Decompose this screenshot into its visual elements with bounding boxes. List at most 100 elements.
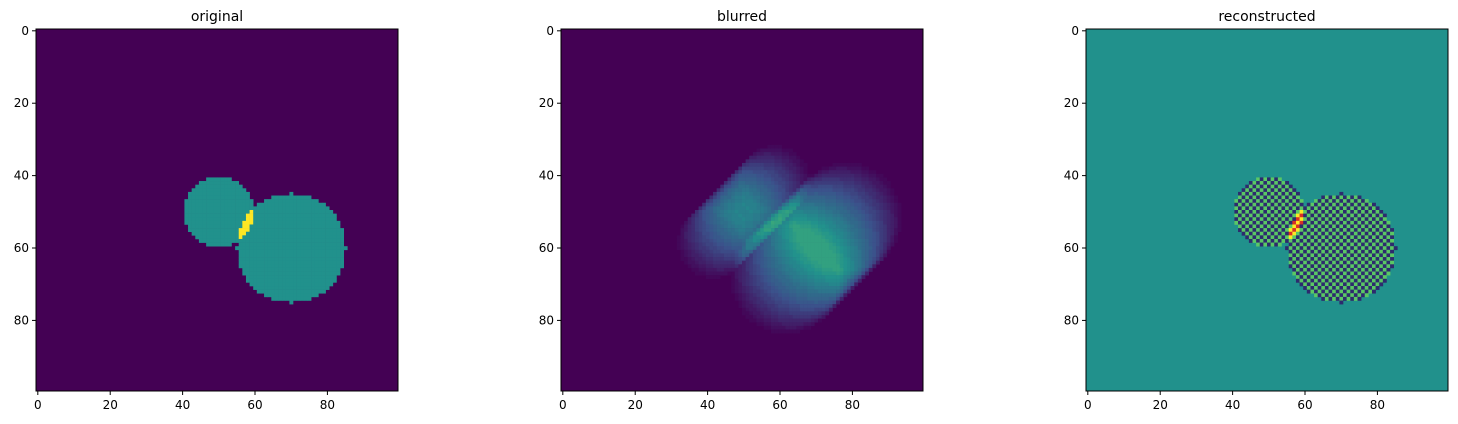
heatmap-cell — [828, 220, 833, 225]
heatmap-cell — [803, 224, 808, 229]
heatmap-cell — [731, 249, 736, 254]
heatmap-cell — [763, 293, 768, 298]
heatmap-cell — [861, 188, 866, 193]
heatmap-cell — [1353, 286, 1358, 290]
heatmap-cell — [314, 228, 319, 233]
heatmap-cell — [1274, 242, 1279, 247]
heatmap-cell — [278, 260, 283, 265]
heatmap-cell — [854, 249, 859, 254]
heatmap-cell — [198, 235, 203, 240]
heatmap-cell — [1245, 210, 1250, 214]
heatmap-cell — [1357, 235, 1362, 240]
heatmap-cell — [293, 260, 297, 265]
heatmap-cell — [1267, 231, 1271, 236]
heatmap-cell — [264, 202, 268, 207]
heatmap-cell — [843, 271, 848, 276]
heatmap-cell — [1303, 210, 1308, 214]
heatmap-cell — [792, 325, 797, 330]
heatmap-cell — [1306, 238, 1311, 243]
heatmap-cell — [850, 271, 855, 276]
heatmap-cell — [1299, 199, 1304, 204]
heatmap-cell — [723, 188, 728, 193]
heatmap-cell — [821, 224, 826, 229]
heatmap-cell — [760, 304, 765, 309]
heatmap-cell — [217, 228, 221, 233]
heatmap-cell — [803, 249, 808, 254]
heatmap-cell — [778, 152, 783, 156]
heatmap-cell — [720, 249, 725, 254]
heatmap-cell — [839, 282, 844, 287]
heatmap-cell — [311, 278, 316, 283]
heatmap-cell — [828, 170, 833, 175]
heatmap-cell — [1324, 238, 1329, 243]
heatmap-cell — [836, 246, 841, 251]
heatmap-cell — [839, 210, 844, 214]
heatmap-cell — [770, 177, 775, 182]
heatmap-cell — [1339, 210, 1344, 214]
heatmap-cell — [792, 275, 797, 280]
heatmap-cell — [1292, 199, 1297, 204]
heatmap-cell — [756, 314, 761, 319]
heatmap-cell — [1270, 181, 1275, 185]
heatmap-cell — [321, 210, 326, 214]
heatmap-cell — [857, 257, 862, 261]
heatmap-cell — [836, 242, 841, 247]
heatmap-cell — [253, 264, 258, 269]
heatmap-cell — [781, 267, 786, 272]
heatmap-cell — [202, 224, 207, 229]
heatmap-cell — [303, 220, 308, 225]
heatmap-cell — [879, 181, 884, 185]
heatmap-cell — [778, 300, 783, 305]
heatmap-cell — [687, 220, 692, 225]
heatmap-cell — [767, 152, 772, 156]
heatmap-cell — [1252, 199, 1257, 204]
heatmap-cell — [723, 184, 728, 189]
heatmap-cell — [231, 199, 236, 204]
heatmap-cell — [1357, 296, 1362, 301]
heatmap-cell — [1324, 257, 1329, 261]
heatmap-cell — [886, 224, 891, 229]
heatmap-cell — [756, 278, 761, 283]
heatmap-cell — [213, 238, 218, 243]
heatmap-cell — [307, 231, 312, 236]
heatmap-cell — [821, 264, 826, 269]
heatmap-cell — [879, 224, 884, 229]
heatmap-cell — [253, 249, 258, 254]
heatmap-cell — [188, 220, 192, 225]
heatmap-cell — [760, 206, 765, 211]
heatmap-cell — [879, 210, 884, 214]
heatmap-cell — [676, 242, 681, 247]
heatmap-cell — [271, 220, 276, 225]
heatmap-cell — [694, 264, 699, 269]
heatmap-cell — [1328, 235, 1333, 240]
heatmap-cell — [803, 238, 808, 243]
heatmap-cell — [1306, 267, 1311, 272]
heatmap-cell — [742, 304, 746, 309]
heatmap-cell — [749, 257, 754, 261]
heatmap-cell — [734, 210, 739, 214]
heatmap-cell — [857, 184, 862, 189]
heatmap-cell — [843, 235, 848, 240]
heatmap-cell — [738, 184, 743, 189]
heatmap-cell — [195, 210, 200, 214]
heatmap-cell — [245, 217, 250, 222]
heatmap-cell — [861, 231, 866, 236]
heatmap-cell — [282, 224, 287, 229]
heatmap-cell — [803, 210, 808, 214]
heatmap-cell — [264, 217, 268, 222]
heatmap-cell — [1343, 289, 1347, 294]
heatmap-cell — [825, 304, 830, 309]
x-tick-label: 0 — [559, 398, 567, 412]
heatmap-cell — [810, 210, 815, 214]
heatmap-cell — [821, 213, 826, 218]
heatmap-cell — [329, 253, 334, 258]
heatmap-cell — [836, 289, 841, 294]
heatmap-cell — [325, 253, 330, 258]
heatmap-cell — [789, 314, 793, 319]
heatmap-cell — [778, 282, 783, 287]
heatmap-cell — [300, 231, 305, 236]
heatmap-cell — [1306, 220, 1311, 225]
heatmap-cell — [684, 249, 688, 254]
heatmap-cell — [767, 199, 772, 204]
heatmap-cell — [1299, 267, 1304, 272]
